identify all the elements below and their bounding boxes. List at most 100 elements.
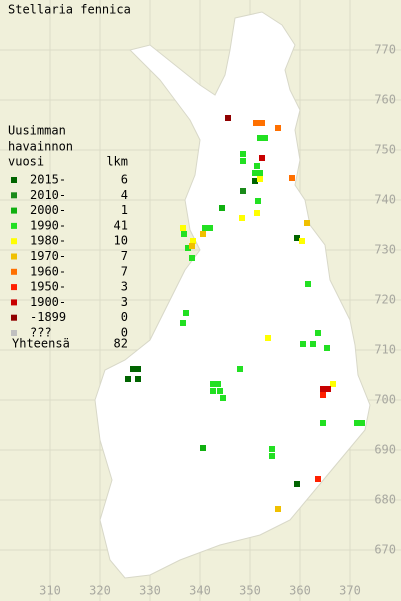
observation bbox=[130, 366, 136, 372]
finland-outline bbox=[94, 11, 371, 579]
observation bbox=[183, 310, 189, 316]
y-tick-label: 740 bbox=[374, 193, 396, 207]
observation bbox=[200, 231, 206, 237]
legend-label: 2015- bbox=[30, 173, 66, 187]
legend-total-label: Yhteensä bbox=[12, 337, 70, 351]
observation bbox=[135, 376, 141, 382]
y-tick-label: 710 bbox=[374, 343, 396, 357]
legend-count: 7 bbox=[121, 264, 128, 278]
observation bbox=[254, 163, 260, 169]
observation bbox=[253, 120, 259, 126]
legend-count-heading: lkm bbox=[106, 155, 128, 169]
observation bbox=[315, 476, 321, 482]
observation bbox=[320, 386, 326, 392]
observation bbox=[210, 388, 216, 394]
legend-count: 4 bbox=[121, 188, 128, 202]
observation bbox=[180, 320, 186, 326]
observation bbox=[135, 366, 141, 372]
legend-heading: havainnon bbox=[8, 140, 73, 154]
observation bbox=[275, 506, 281, 512]
observation bbox=[354, 420, 360, 426]
observation bbox=[237, 366, 243, 372]
observation bbox=[259, 120, 265, 126]
observation bbox=[257, 176, 263, 182]
observation bbox=[320, 420, 326, 426]
legend-swatch bbox=[11, 177, 17, 183]
observation bbox=[359, 420, 365, 426]
legend-count: 7 bbox=[121, 249, 128, 263]
observation bbox=[225, 115, 231, 121]
legend-label: ??? bbox=[30, 326, 52, 340]
title: Stellaria fennica bbox=[8, 3, 131, 17]
observation bbox=[200, 445, 206, 451]
observation bbox=[240, 151, 246, 157]
observation bbox=[239, 215, 245, 221]
y-tick-label: 690 bbox=[374, 443, 396, 457]
observation bbox=[262, 135, 268, 141]
legend-label: 2000- bbox=[30, 203, 66, 217]
legend-label: -1899 bbox=[30, 310, 66, 324]
legend-swatch bbox=[11, 314, 17, 321]
observation bbox=[275, 125, 281, 131]
observation bbox=[324, 345, 330, 351]
observation bbox=[269, 453, 275, 459]
y-tick-label: 700 bbox=[374, 393, 396, 407]
y-tick-label: 770 bbox=[374, 43, 396, 57]
legend-count: 0 bbox=[121, 310, 128, 324]
observation bbox=[310, 341, 316, 347]
legend-swatch bbox=[11, 207, 17, 214]
observation bbox=[320, 392, 326, 398]
y-tick-label: 680 bbox=[374, 493, 396, 507]
observation bbox=[252, 170, 258, 176]
y-tick-label: 720 bbox=[374, 293, 396, 307]
observation bbox=[185, 245, 191, 251]
x-tick-label: 310 bbox=[39, 584, 61, 598]
observation bbox=[289, 175, 295, 181]
legend-count: 1 bbox=[121, 203, 128, 217]
legend-label: 1950- bbox=[30, 280, 66, 294]
observation bbox=[294, 481, 300, 487]
y-tick-label: 670 bbox=[374, 543, 396, 557]
observation bbox=[180, 225, 186, 231]
legend-count: 6 bbox=[121, 173, 128, 187]
legend-swatch bbox=[11, 299, 17, 306]
y-tick-label: 750 bbox=[374, 143, 396, 157]
legend-label: 1970- bbox=[30, 249, 66, 263]
observation bbox=[240, 188, 246, 194]
legend-label: 1900- bbox=[30, 295, 66, 309]
y-tick-label: 730 bbox=[374, 243, 396, 257]
observation bbox=[181, 231, 187, 237]
observation bbox=[300, 341, 306, 347]
observation bbox=[299, 238, 305, 244]
legend-swatch bbox=[11, 268, 17, 275]
legend-count: 0 bbox=[121, 326, 128, 340]
observation bbox=[219, 205, 225, 211]
observation bbox=[202, 225, 208, 231]
legend-swatch bbox=[11, 192, 17, 199]
legend-swatch bbox=[11, 330, 17, 336]
observation bbox=[265, 335, 271, 341]
observation bbox=[210, 381, 216, 387]
legend-total: 82 bbox=[114, 337, 128, 351]
observation bbox=[269, 446, 275, 452]
x-tick-label: 370 bbox=[339, 584, 361, 598]
legend-label: 1980- bbox=[30, 234, 66, 248]
observation bbox=[304, 220, 310, 226]
x-tick-label: 320 bbox=[89, 584, 111, 598]
x-tick-label: 360 bbox=[289, 584, 311, 598]
legend-heading: Uusimman bbox=[8, 124, 66, 138]
observation bbox=[294, 235, 300, 241]
legend-heading: vuosi bbox=[8, 155, 44, 169]
observation bbox=[254, 210, 260, 216]
observation bbox=[257, 170, 263, 176]
observation bbox=[305, 281, 311, 287]
legend-swatch bbox=[11, 238, 17, 245]
observation bbox=[217, 388, 223, 394]
legend-label: 1960- bbox=[30, 264, 66, 278]
observation bbox=[255, 198, 261, 204]
legend-count: 3 bbox=[121, 280, 128, 294]
y-tick-label: 760 bbox=[374, 93, 396, 107]
observation bbox=[190, 238, 196, 244]
legend-swatch bbox=[11, 253, 17, 260]
